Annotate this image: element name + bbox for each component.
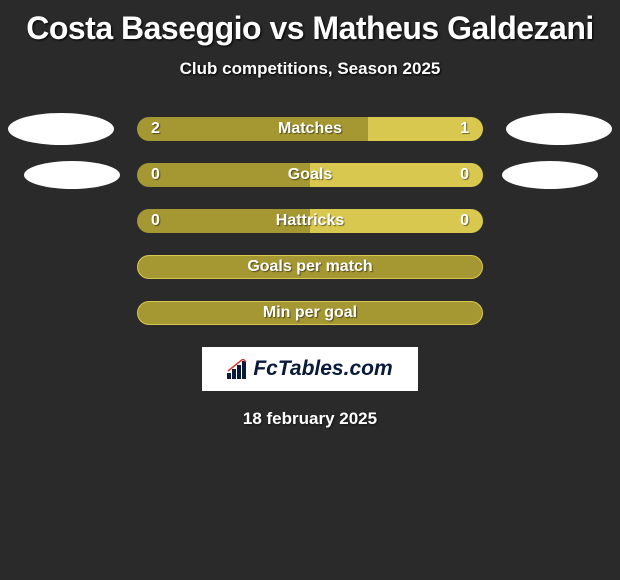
stat-row: Min per goal (0, 301, 620, 325)
brand-logo: FcTables.com (227, 357, 392, 381)
infographic-container: Costa Baseggio vs Matheus Galdezani Club… (0, 0, 620, 429)
stat-right-value: 1 (460, 120, 469, 138)
player1-ellipse (8, 113, 114, 145)
stat-left-value: 0 (151, 212, 160, 230)
chart-icon (227, 359, 249, 379)
stats-section: 2 1 Matches 0 0 Goals 0 0 Hattricks Goals per mat… (0, 117, 620, 325)
stat-label: Matches (278, 120, 342, 138)
player2-ellipse (506, 113, 612, 145)
stat-bar: 0 0 Hattricks (137, 209, 483, 233)
stat-left-value: 0 (151, 166, 160, 184)
date-text: 18 february 2025 (0, 409, 620, 429)
stat-row: 0 0 Hattricks (0, 209, 620, 233)
stat-row: 0 0 Goals (0, 163, 620, 187)
stat-bar: 0 0 Goals (137, 163, 483, 187)
stat-right-value: 0 (460, 212, 469, 230)
brand-logo-box: FcTables.com (202, 347, 418, 391)
stat-label: Goals (288, 166, 332, 184)
player2-ellipse (502, 161, 598, 189)
player2-name: Matheus Galdezani (312, 10, 593, 46)
stat-bar-right: 0 (310, 163, 483, 187)
player1-ellipse (24, 161, 120, 189)
stat-bar-right: 1 (368, 117, 483, 141)
player1-name: Costa Baseggio (26, 10, 261, 46)
vs-separator: vs (269, 10, 304, 46)
subtitle: Club competitions, Season 2025 (0, 59, 620, 79)
stat-bar-full: Goals per match (137, 255, 483, 279)
stat-label: Hattricks (276, 212, 344, 230)
stat-row: Goals per match (0, 255, 620, 279)
stat-row: 2 1 Matches (0, 117, 620, 141)
page-title: Costa Baseggio vs Matheus Galdezani (0, 10, 620, 47)
stat-left-value: 2 (151, 120, 160, 138)
stat-bar: 2 1 Matches (137, 117, 483, 141)
brand-logo-text: FcTables.com (253, 357, 392, 381)
stat-right-value: 0 (460, 166, 469, 184)
stat-bar-left: 0 (137, 163, 310, 187)
stat-bar-full: Min per goal (137, 301, 483, 325)
